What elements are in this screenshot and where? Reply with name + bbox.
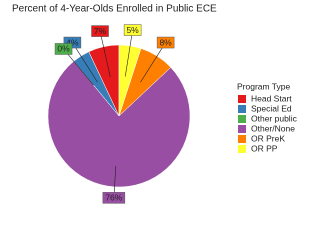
label-box: [102, 192, 126, 204]
data-label: 7%: [94, 26, 107, 36]
leader-line: [72, 42, 98, 83]
data-label: 0%: [57, 44, 70, 54]
leader-line: [63, 48, 94, 86]
data-label: 4%: [66, 37, 79, 47]
legend-swatch: [238, 125, 246, 133]
leader-line: [99, 31, 111, 78]
legend-label: Special Ed: [251, 103, 292, 113]
legend-label: Head Start: [251, 93, 292, 103]
label-box: [54, 43, 73, 55]
legend-swatch: [238, 115, 246, 123]
legend-label: Other public: [251, 113, 298, 123]
label-box: [123, 24, 142, 36]
data-label: 8%: [159, 37, 172, 47]
data-label: 5%: [126, 25, 139, 35]
leader-line: [124, 30, 133, 77]
label-box: [63, 36, 82, 49]
chart: Percent of 4-Year-Olds Enrolled in Publi…: [12, 3, 298, 204]
data-label: 76%: [105, 193, 122, 203]
label-box: [91, 25, 109, 37]
label-box: [156, 36, 175, 49]
legend-label: OR PreK: [251, 133, 285, 143]
legend-title: Program Type: [237, 81, 291, 91]
leader-line: [140, 42, 166, 83]
legend-swatch: [238, 105, 246, 113]
legend-swatch: [238, 145, 246, 153]
legend-label: OR PP: [251, 143, 278, 153]
legend-label: Other/None: [251, 123, 295, 133]
legend-swatch: [238, 135, 246, 143]
chart-title: Percent of 4-Year-Olds Enrolled in Publi…: [12, 4, 217, 15]
legend-swatch: [238, 95, 246, 103]
